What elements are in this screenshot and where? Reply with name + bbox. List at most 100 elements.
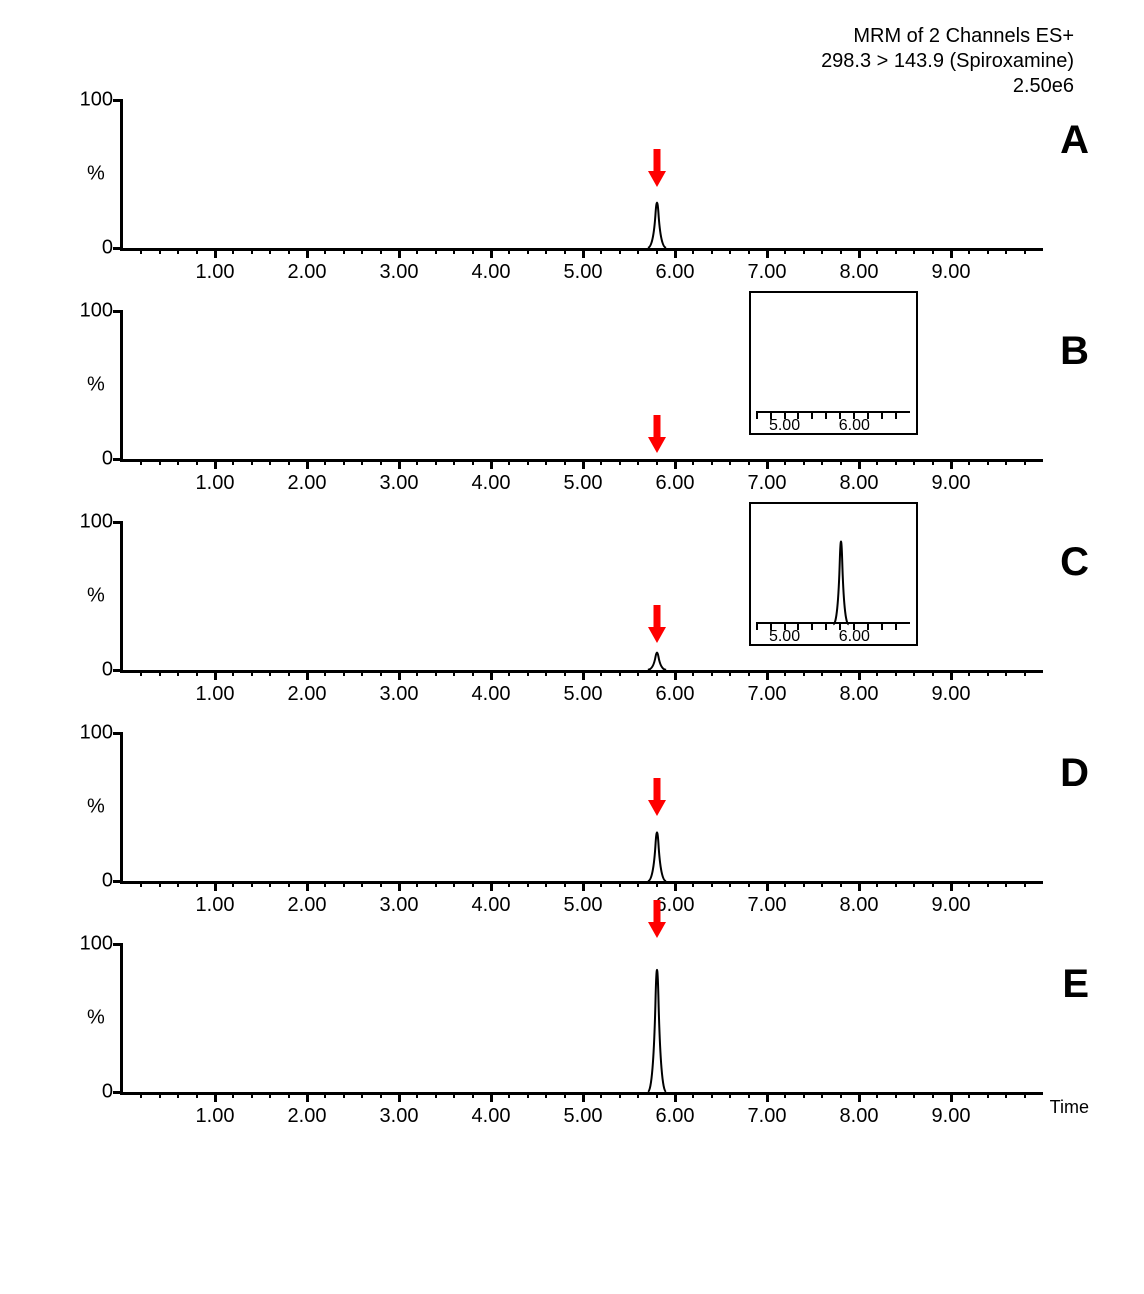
header-line3: 2.50e6 — [821, 74, 1074, 99]
x-tick-major — [306, 459, 309, 469]
x-tick-minor — [821, 1092, 823, 1098]
x-tick-label: 3.00 — [380, 683, 419, 706]
x-tick-minor — [380, 248, 382, 254]
x-tick-major — [950, 248, 953, 258]
x-tick-minor — [324, 881, 326, 887]
x-tick-label: 3.00 — [380, 894, 419, 917]
inset-x-axis — [757, 411, 911, 413]
x-tick-major — [490, 881, 493, 891]
x-tick-minor — [343, 248, 345, 254]
x-tick-major — [214, 1092, 217, 1102]
x-tick-minor — [1024, 881, 1026, 887]
x-tick-minor — [232, 248, 234, 254]
x-tick-minor — [324, 670, 326, 676]
x-tick-label: 7.00 — [748, 1105, 787, 1128]
x-tick-minor — [821, 248, 823, 254]
x-tick-minor — [729, 1092, 731, 1098]
x-tick-minor — [637, 459, 639, 465]
y-axis-title: % — [87, 374, 105, 397]
x-tick-minor — [711, 459, 713, 465]
x-tick-minor — [251, 459, 253, 465]
y-axis-title: % — [87, 163, 105, 186]
x-tick-major — [858, 670, 861, 680]
x-tick-minor — [821, 459, 823, 465]
x-tick-minor — [968, 670, 970, 676]
x-tick-minor — [232, 459, 234, 465]
x-tick-label: 7.00 — [748, 683, 787, 706]
x-tick-minor — [380, 881, 382, 887]
x-tick-label: 4.00 — [472, 1105, 511, 1128]
x-tick-minor — [453, 1092, 455, 1098]
inset-x-tick — [756, 411, 758, 419]
x-tick-minor — [821, 670, 823, 676]
x-tick-major — [766, 459, 769, 469]
x-tick-major — [950, 1092, 953, 1102]
x-tick-major — [582, 670, 585, 680]
x-tick-minor — [784, 248, 786, 254]
x-tick-minor — [932, 881, 934, 887]
y-tick-label: 0 — [68, 448, 113, 471]
x-tick-minor — [895, 881, 897, 887]
x-tick-minor — [803, 881, 805, 887]
x-tick-minor — [545, 670, 547, 676]
x-tick-label: 3.00 — [380, 261, 419, 284]
x-tick-minor — [840, 459, 842, 465]
x-tick-minor — [729, 459, 731, 465]
x-tick-minor — [508, 459, 510, 465]
x-tick-minor — [1024, 1092, 1026, 1098]
x-tick-label: 6.00 — [656, 1105, 695, 1128]
x-tick-minor — [600, 670, 602, 676]
x-tick-minor — [361, 248, 363, 254]
x-tick-minor — [1024, 670, 1026, 676]
x-tick-minor — [656, 459, 658, 465]
x-tick-minor — [619, 248, 621, 254]
x-tick-minor — [656, 670, 658, 676]
inset-x-tick — [895, 622, 897, 630]
x-tick-minor — [840, 670, 842, 676]
x-tick-minor — [527, 881, 529, 887]
x-tick-label: 2.00 — [288, 1105, 327, 1128]
x-tick-minor — [177, 670, 179, 676]
x-tick-minor — [987, 1092, 989, 1098]
x-tick-minor — [361, 881, 363, 887]
y-tick — [113, 310, 123, 313]
x-tick-minor — [177, 881, 179, 887]
x-tick-minor — [545, 881, 547, 887]
y-tick-label: 100 — [68, 89, 113, 112]
x-tick-major — [858, 1092, 861, 1102]
x-tick-minor — [656, 1092, 658, 1098]
x-tick-minor — [1005, 1092, 1007, 1098]
x-tick-minor — [288, 459, 290, 465]
x-tick-minor — [619, 459, 621, 465]
x-tick-label: 8.00 — [840, 1105, 879, 1128]
x-tick-minor — [895, 1092, 897, 1098]
x-tick-minor — [784, 670, 786, 676]
x-tick-major — [490, 670, 493, 680]
header-line1: MRM of 2 Channels ES+ — [821, 24, 1074, 49]
x-tick-major — [490, 1092, 493, 1102]
x-tick-label: 2.00 — [288, 261, 327, 284]
x-tick-minor — [913, 1092, 915, 1098]
x-tick-label: 1.00 — [196, 683, 235, 706]
x-tick-minor — [159, 459, 161, 465]
x-tick-major — [858, 248, 861, 258]
x-tick-minor — [472, 881, 474, 887]
x-tick-minor — [196, 459, 198, 465]
x-tick-minor — [361, 670, 363, 676]
x-tick-minor — [380, 670, 382, 676]
x-tick-minor — [159, 1092, 161, 1098]
x-tick-minor — [748, 670, 750, 676]
x-tick-minor — [564, 881, 566, 887]
x-tick-minor — [748, 881, 750, 887]
x-tick-minor — [876, 670, 878, 676]
x-tick-major — [766, 670, 769, 680]
x-tick-minor — [251, 881, 253, 887]
x-tick-major — [582, 1092, 585, 1102]
plot-area: 0100%1.002.003.004.005.006.007.008.009.0… — [120, 944, 1043, 1095]
y-tick-label: 100 — [68, 300, 113, 323]
x-tick-minor — [343, 670, 345, 676]
x-tick-label: 1.00 — [196, 261, 235, 284]
x-tick-major — [582, 459, 585, 469]
x-tick-minor — [453, 248, 455, 254]
x-tick-minor — [619, 670, 621, 676]
